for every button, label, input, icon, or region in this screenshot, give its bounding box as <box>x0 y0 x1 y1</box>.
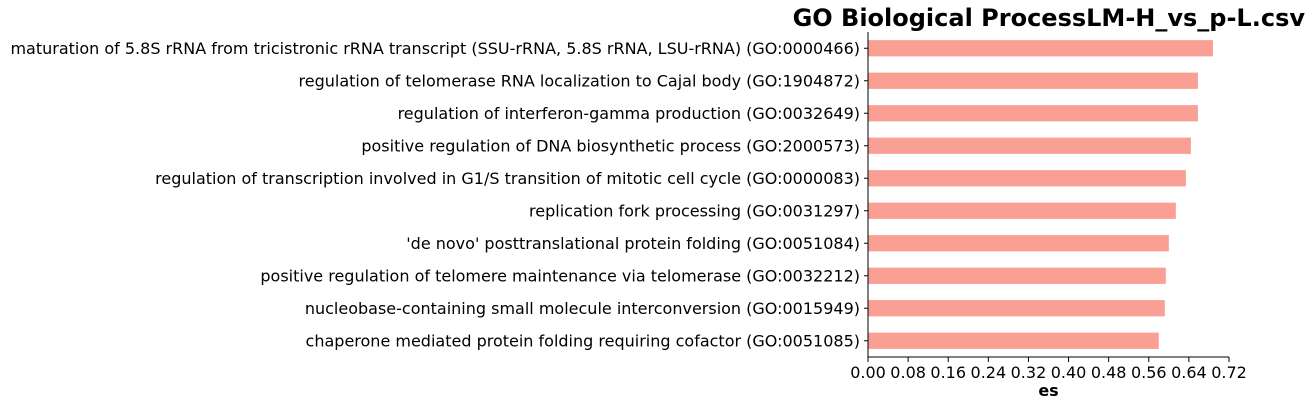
category-label: positive regulation of DNA biosynthetic … <box>361 136 860 155</box>
bar <box>868 72 1198 89</box>
x-tick-label: 0.00 <box>850 363 886 382</box>
x-tick-label: 0.40 <box>1051 363 1087 382</box>
x-tick-label: 0.24 <box>971 363 1007 382</box>
bar <box>868 137 1191 154</box>
x-tick-label: 0.56 <box>1131 363 1167 382</box>
bar <box>868 235 1169 252</box>
bars-group <box>868 40 1213 349</box>
x-tick-label: 0.32 <box>1011 363 1047 382</box>
category-label: maturation of 5.8S rRNA from tricistroni… <box>10 39 860 58</box>
category-label: regulation of transcription involved in … <box>155 169 860 188</box>
x-tick-label: 0.72 <box>1211 363 1247 382</box>
bar <box>868 170 1186 187</box>
x-tick-label: 0.48 <box>1091 363 1127 382</box>
category-label: nucleobase-containing small molecule int… <box>305 299 860 318</box>
x-tick-label: 0.64 <box>1171 363 1207 382</box>
category-label: regulation of telomerase RNA localizatio… <box>299 71 860 90</box>
category-label: replication fork processing (GO:0031297) <box>529 201 860 220</box>
bar <box>868 40 1213 57</box>
x-axis-label: es <box>1038 381 1058 400</box>
category-labels-group: maturation of 5.8S rRNA from tricistroni… <box>10 39 868 350</box>
x-tick-label: 0.16 <box>930 363 966 382</box>
category-label: regulation of interferon-gamma productio… <box>398 104 860 123</box>
x-ticks-group: 0.00 0.08 0.16 0.24 0.32 0.40 0.48 0.56 0.64 0.72 <box>850 357 1247 382</box>
category-label: positive regulation of telomere maintena… <box>260 266 860 285</box>
bar <box>868 267 1166 284</box>
chart-title: GO Biological ProcessLM-H_vs_p-L.csv <box>793 4 1306 32</box>
x-tick-label: 0.08 <box>890 363 926 382</box>
bar <box>868 332 1159 349</box>
bar <box>868 300 1165 317</box>
bar <box>868 105 1198 122</box>
category-label: 'de novo' posttranslational protein fold… <box>406 234 860 253</box>
category-label: chaperone mediated protein folding requi… <box>306 331 860 350</box>
bar <box>868 202 1176 219</box>
